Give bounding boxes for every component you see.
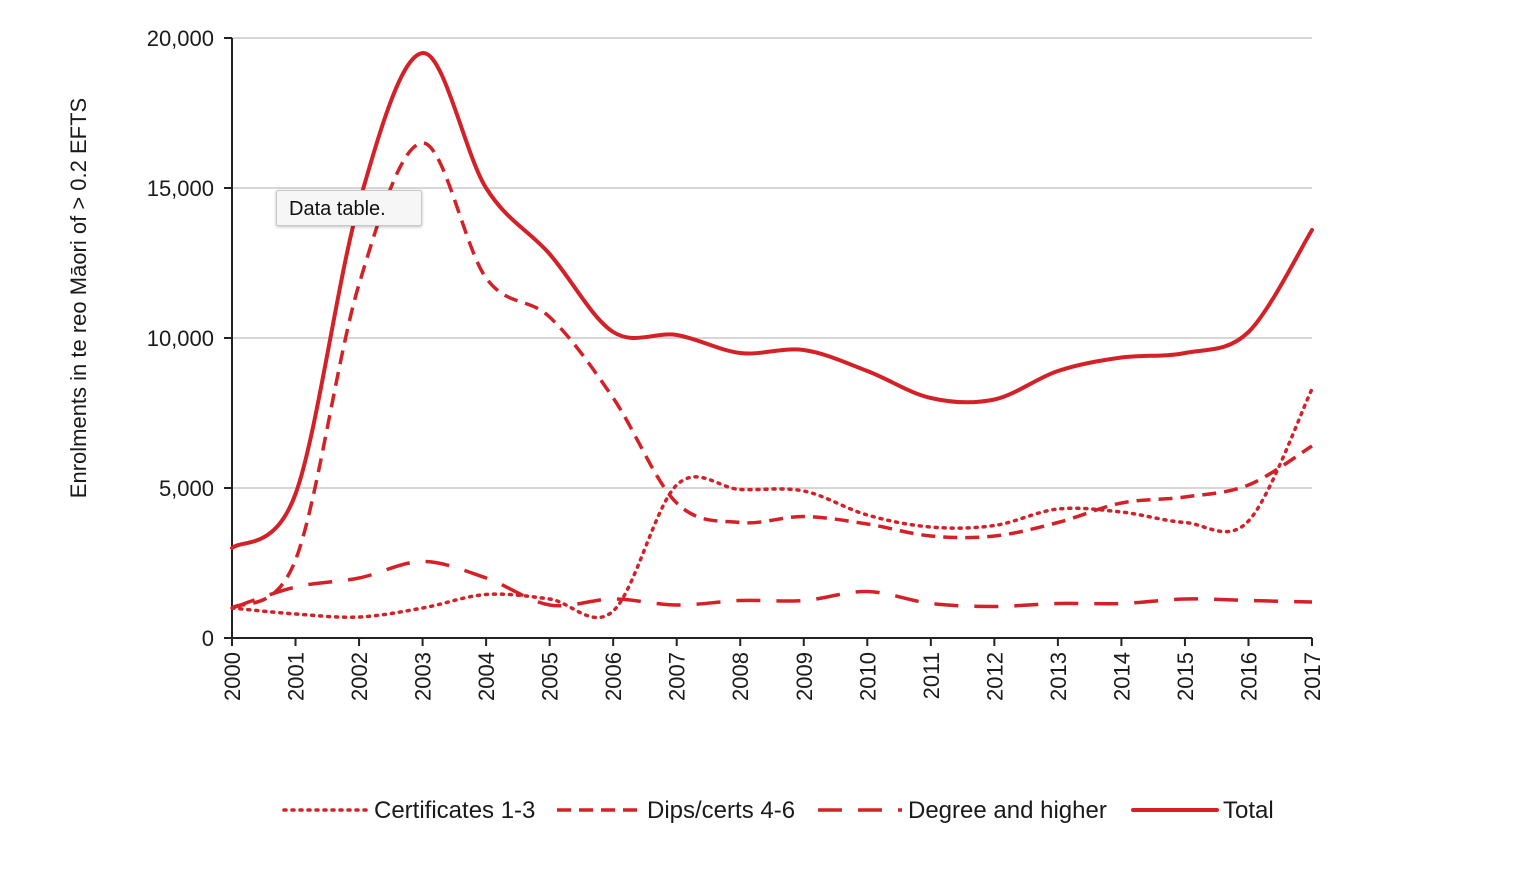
y-tick-label: 0 [202, 626, 214, 651]
x-tick-label: 2012 [982, 652, 1007, 701]
y-tick-label: 5,000 [159, 476, 214, 501]
x-tick-label: 2009 [792, 652, 817, 701]
y-tick-label: 15,000 [147, 176, 214, 201]
x-tick-label: 2014 [1109, 652, 1134, 701]
series-line-degree-and-higher [231, 559, 1313, 610]
y-tick-label: 20,000 [147, 26, 214, 51]
legend-label: Total [1223, 797, 1274, 824]
x-tick-label: 2007 [665, 652, 690, 701]
legend-label: Dips/certs 4-6 [647, 797, 795, 824]
x-tick-label: 2006 [601, 652, 626, 701]
series-line-certificates-1-3 [230, 387, 1314, 620]
x-tick-label: 2011 [919, 652, 944, 699]
legend: Certificates 1-3 Dips/certs 4-6 Degree and… [282, 797, 1274, 824]
y-axis-label: Enrolments in te reo Māori of > 0.2 EFTS [66, 98, 91, 498]
x-tick-label: 2008 [728, 652, 753, 701]
series-lines [230, 51, 1314, 620]
x-tick-label: 2010 [855, 652, 880, 701]
x-tick-label: 2016 [1236, 652, 1261, 701]
x-tick-label: 2015 [1173, 652, 1198, 701]
gridlines [232, 37, 1312, 489]
x-tick-label: 2001 [284, 652, 309, 701]
y-tick-label: 10,000 [147, 326, 214, 351]
x-tick-label: 2002 [347, 652, 372, 701]
x-tick-label: 2005 [538, 652, 563, 701]
x-tick-label: 2003 [411, 652, 436, 701]
x-tick-label: 2000 [220, 652, 245, 701]
x-tick-label: 2017 [1300, 652, 1325, 701]
series-line-dips-certs-4-6 [230, 141, 1313, 610]
x-axis-ticks: 2000 2001 2002 2003 2004 2005 2006 2007 2008 2009… [220, 638, 1325, 701]
x-tick-label: 2013 [1046, 652, 1071, 701]
data-table-tooltip: Data table. [276, 190, 422, 226]
x-tick-label: 2004 [474, 652, 499, 701]
legend-label: Degree and higher [908, 797, 1107, 824]
series-line-total [230, 51, 1314, 550]
y-axis-ticks: 0 5,000 10,000 15,000 20,000 [147, 26, 232, 651]
legend-label: Certificates 1-3 [374, 797, 535, 824]
